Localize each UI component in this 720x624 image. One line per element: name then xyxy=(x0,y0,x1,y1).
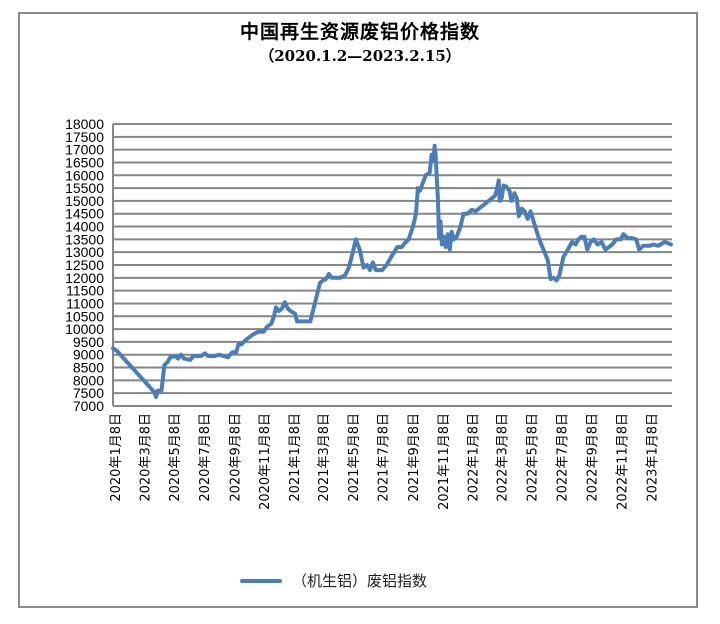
x-tick-label: 2020年3月8日 xyxy=(138,413,153,502)
y-tick-label: 9000 xyxy=(73,347,104,363)
y-tick-label: 8500 xyxy=(73,360,104,376)
legend: （机生铝）废铝指数 xyxy=(240,570,427,591)
y-tick-label: 12500 xyxy=(65,257,104,273)
x-tick-label: 2021年11月8日 xyxy=(437,413,452,510)
x-tick-label: 2022年11月8日 xyxy=(616,413,631,510)
y-tick-label: 15500 xyxy=(65,180,104,196)
y-tick-label: 17500 xyxy=(65,129,104,145)
y-tick-label: 13500 xyxy=(65,231,104,247)
x-tick-label: 2021年3月8日 xyxy=(317,413,332,502)
x-tick-label: 2022年7月8日 xyxy=(555,413,570,502)
y-tick-label: 14500 xyxy=(65,206,104,222)
x-tick-label: 2020年7月8日 xyxy=(198,413,213,502)
x-tick-label: 2021年9月8日 xyxy=(407,413,422,502)
x-tick-label: 2022年3月8日 xyxy=(496,413,511,502)
x-tick-label: 2022年5月8日 xyxy=(525,413,540,502)
legend-line-icon xyxy=(240,578,282,583)
y-tick-label: 12000 xyxy=(65,270,104,286)
x-axis-labels: 2020年1月8日 2020年3月8日 2020年5月8日 2020年7月8日 2020… xyxy=(109,413,660,510)
x-tick-label: 2020年5月8日 xyxy=(168,413,183,502)
x-tick-label: 2022年9月8日 xyxy=(586,413,601,502)
x-tick-label: 2021年5月8日 xyxy=(347,413,362,502)
y-tick-label: 11000 xyxy=(66,295,104,311)
y-tick-label: 16000 xyxy=(65,167,104,183)
legend-label: （机生铝）废铝指数 xyxy=(292,572,428,590)
x-tick-label: 2021年1月8日 xyxy=(288,413,303,502)
y-tick-label: 13000 xyxy=(65,244,104,260)
y-axis-labels: 7000750080008500900095001000010500110001… xyxy=(65,116,104,414)
y-tick-label: 10500 xyxy=(65,308,104,324)
y-tick-label: 18000 xyxy=(65,116,104,132)
x-tick-label: 2020年11月8日 xyxy=(258,413,273,510)
y-tick-label: 8000 xyxy=(73,372,104,388)
y-tick-label: 10000 xyxy=(65,321,104,337)
x-tick-label: 2020年1月8日 xyxy=(109,413,124,502)
x-tick-label: 2023年1月8日 xyxy=(645,413,660,502)
chart-title: 中国再生资源废铝价格指数 xyxy=(239,21,480,43)
x-tick-label: 2020年9月8日 xyxy=(228,413,243,502)
series-line-waste-aluminum-index xyxy=(111,143,673,399)
y-tick-label: 7500 xyxy=(73,385,104,401)
x-tick-label: 2022年1月8日 xyxy=(467,413,482,502)
chart-frame xyxy=(18,12,698,608)
y-tick-label: 14000 xyxy=(65,219,104,235)
y-tick-label: 16500 xyxy=(65,154,104,170)
y-tick-label: 15000 xyxy=(65,193,104,209)
y-tick-label: 7000 xyxy=(73,398,104,414)
y-tick-label: 11500 xyxy=(66,283,104,299)
y-tick-label: 17000 xyxy=(65,142,104,158)
x-tick-label: 2021年7月8日 xyxy=(377,413,392,502)
gridlines xyxy=(112,123,672,407)
y-tick-label: 9500 xyxy=(73,334,104,350)
chart-subtitle: （2020.1.2—2023.2.15） xyxy=(259,47,461,65)
